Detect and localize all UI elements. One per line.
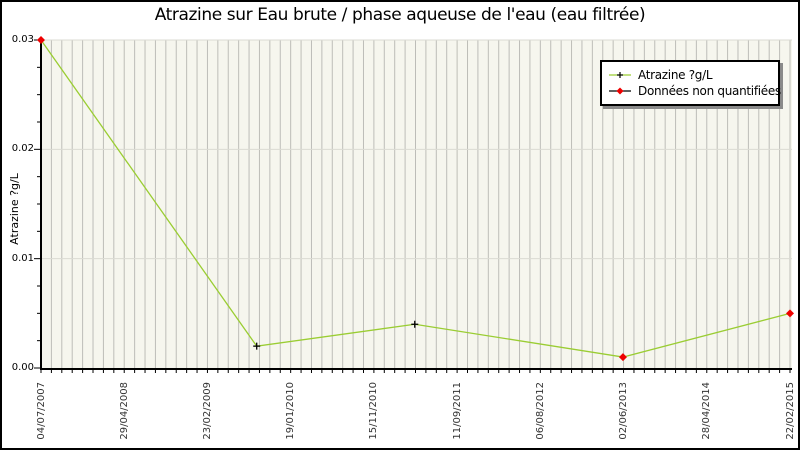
legend-label-non-quantifiees: Données non quantifiées — [638, 84, 781, 98]
unquantified-series-marker-icon — [609, 87, 631, 95]
legend-label-atrazine: Atrazine ?g/L — [638, 68, 713, 82]
y-tick-label: 0.00 — [11, 362, 34, 373]
quantified-series-marker-icon — [609, 72, 631, 78]
legend-row-non-quantifiees: Données non quantifiées — [608, 83, 781, 99]
y-tick-label: 0.03 — [11, 34, 34, 45]
y-axis-title: Atrazine ?g/L — [8, 173, 21, 245]
legend-row-atrazine: Atrazine ?g/L — [608, 67, 772, 83]
y-tick-label: 0.01 — [11, 252, 34, 264]
chart-title: Atrazine sur Eau brute / phase aqueuse d… — [154, 5, 646, 25]
legend-box: Atrazine ?g/L Données non quantifiées — [600, 60, 781, 106]
y-tick-label: 0.02 — [11, 143, 34, 155]
